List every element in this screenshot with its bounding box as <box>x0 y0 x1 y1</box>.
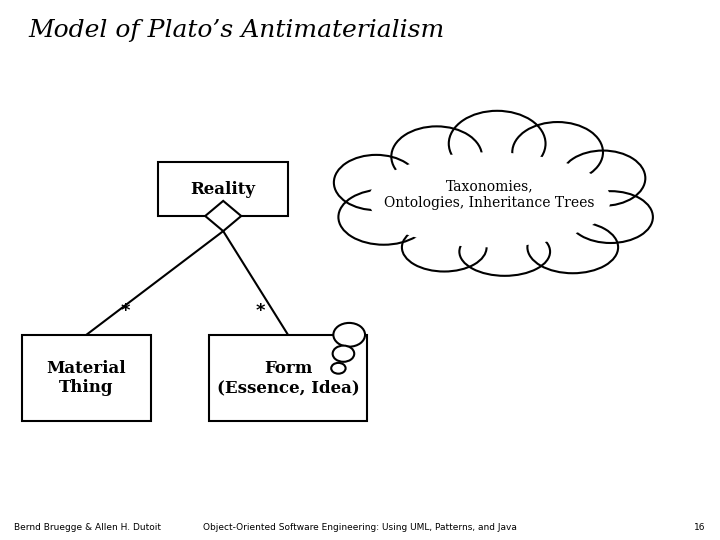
Circle shape <box>333 346 354 362</box>
Text: *: * <box>256 302 265 320</box>
Text: Object-Oriented Software Engineering: Using UML, Patterns, and Java: Object-Oriented Software Engineering: Us… <box>203 523 517 532</box>
Ellipse shape <box>513 122 603 183</box>
Bar <box>209 335 367 421</box>
Text: Model of Plato’s Antimaterialism: Model of Plato’s Antimaterialism <box>29 19 445 42</box>
Ellipse shape <box>568 191 653 243</box>
Circle shape <box>331 363 346 374</box>
Ellipse shape <box>449 111 546 177</box>
Text: Bernd Bruegge & Allen H. Dutoit: Bernd Bruegge & Allen H. Dutoit <box>14 523 161 532</box>
Ellipse shape <box>334 155 418 210</box>
Ellipse shape <box>561 151 645 206</box>
Ellipse shape <box>402 223 487 272</box>
Bar <box>158 162 288 216</box>
Text: *: * <box>120 302 130 320</box>
Text: Reality: Reality <box>191 180 256 198</box>
Text: Form
(Essence, Idea): Form (Essence, Idea) <box>217 360 359 396</box>
Text: Material
Thing: Material Thing <box>47 360 126 396</box>
Ellipse shape <box>392 126 482 187</box>
Ellipse shape <box>528 221 618 273</box>
Ellipse shape <box>369 152 611 247</box>
Circle shape <box>333 323 365 347</box>
Text: 16: 16 <box>694 523 706 532</box>
Bar <box>22 335 151 421</box>
Polygon shape <box>205 201 241 231</box>
Ellipse shape <box>338 190 429 245</box>
Ellipse shape <box>459 227 550 276</box>
Text: Taxonomies,
Ontologies, Inheritance Trees: Taxonomies, Ontologies, Inheritance Tree… <box>384 179 595 210</box>
